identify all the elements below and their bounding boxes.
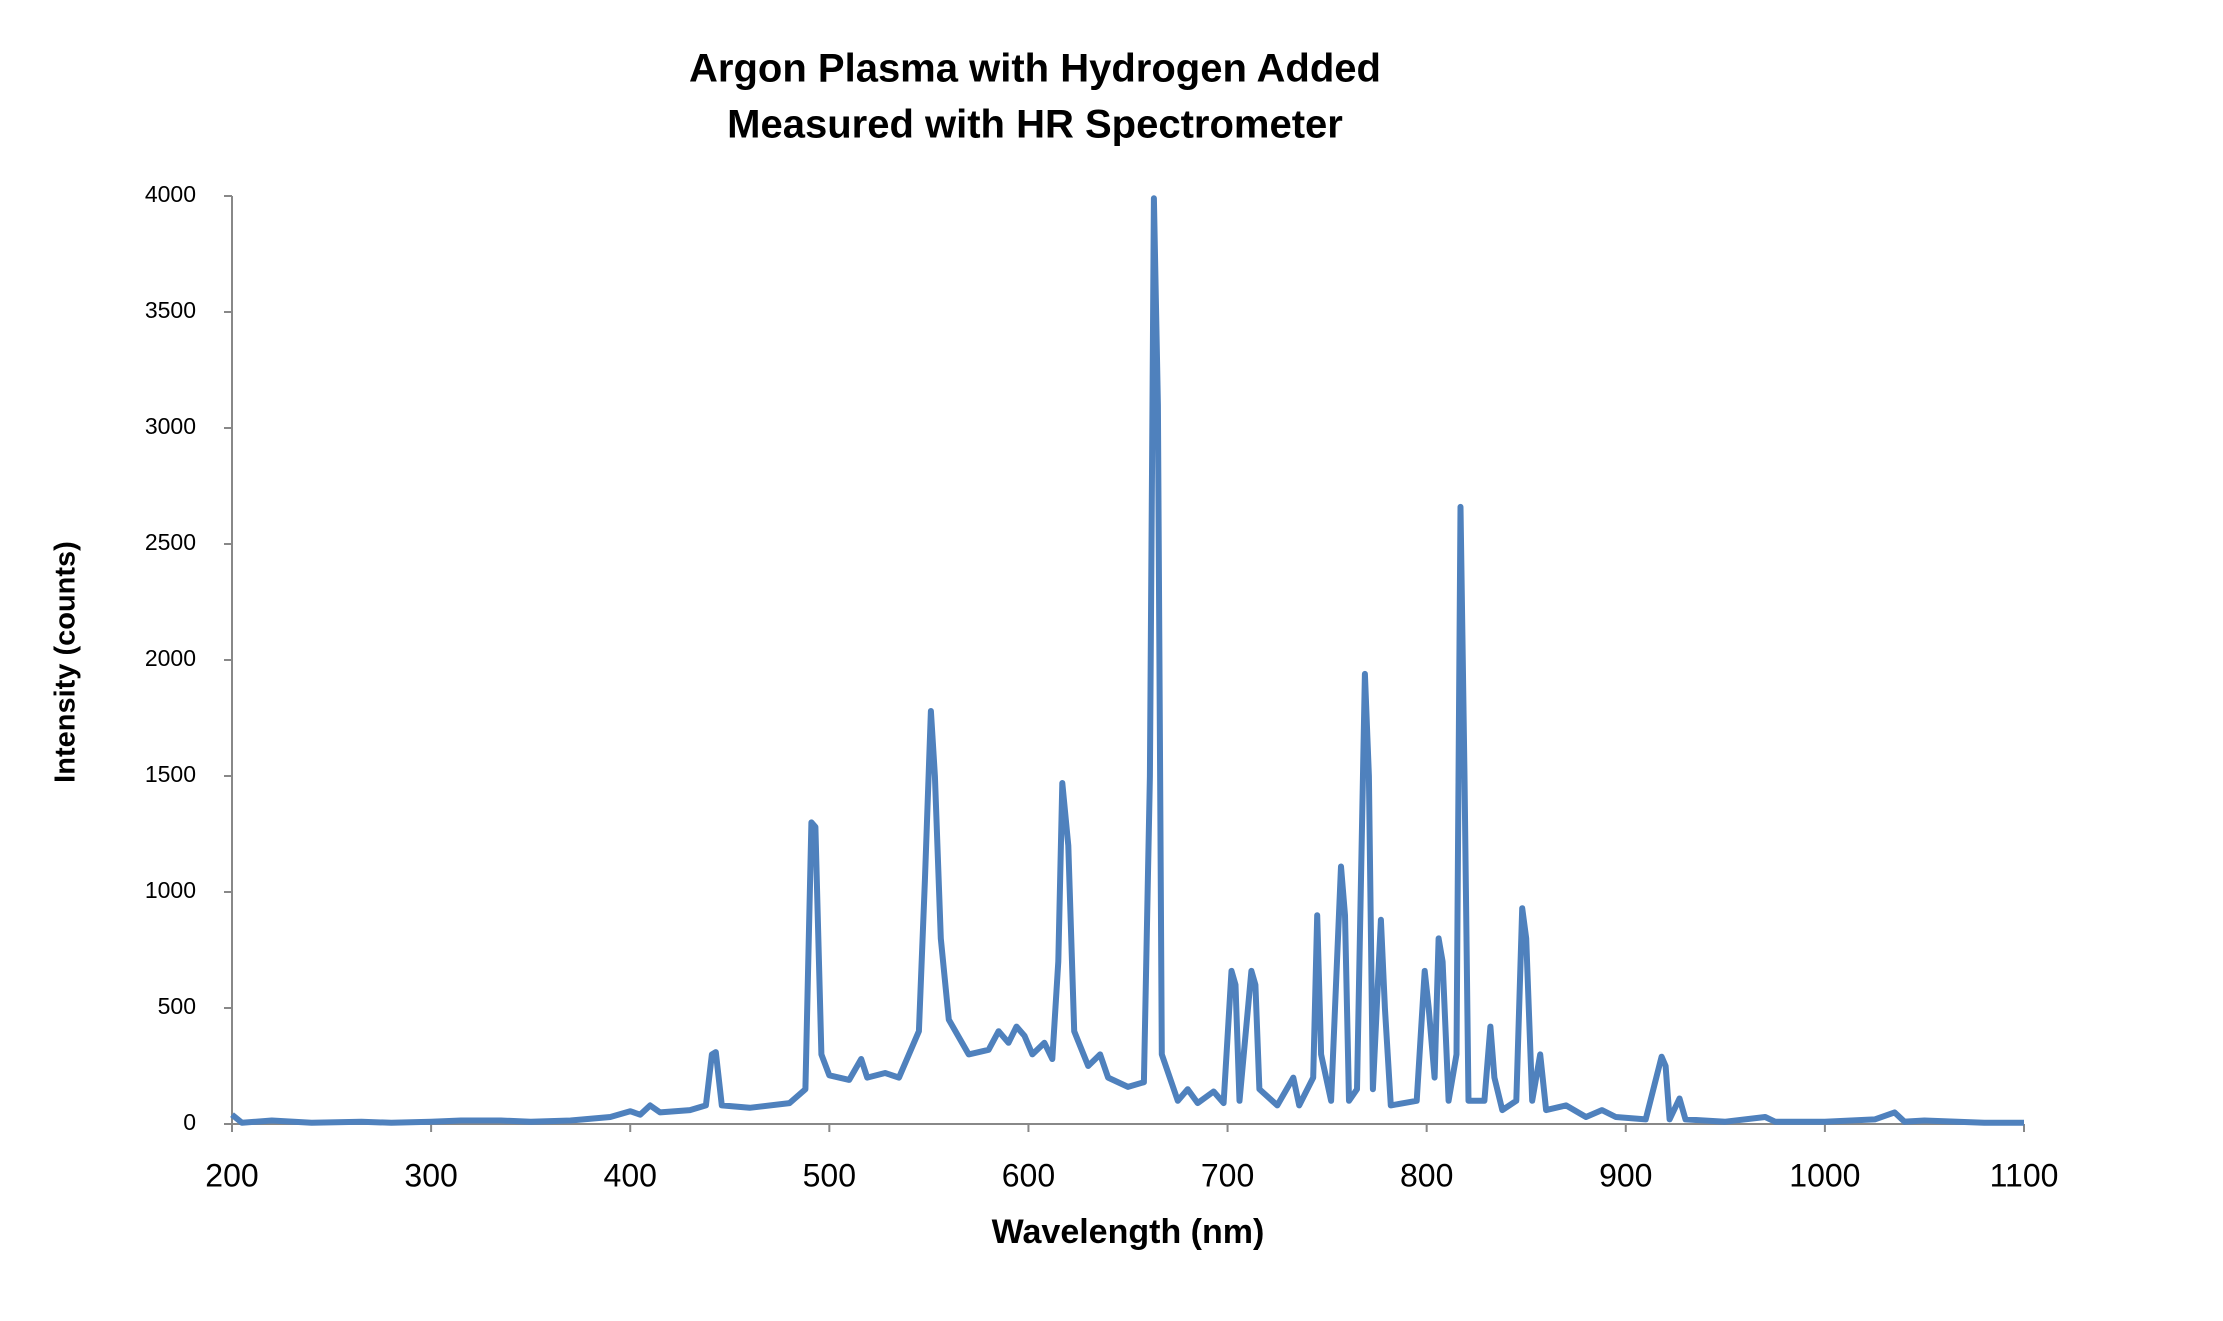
x-tick-label: 500 [803, 1157, 856, 1193]
chart-title: Argon Plasma with Hydrogen Added [689, 47, 1381, 91]
x-tick-label: 1000 [1789, 1157, 1860, 1193]
y-tick-label: 3500 [145, 297, 196, 323]
x-axis-label: Wavelength (nm) [992, 1213, 1265, 1251]
chart-title: Measured with HR Spectrometer [727, 103, 1343, 147]
x-tick-label: 600 [1002, 1157, 1055, 1193]
y-tick-label: 0 [183, 1109, 196, 1135]
y-tick-label: 1500 [145, 761, 196, 787]
y-tick-label: 4000 [145, 181, 196, 207]
y-tick-label: 500 [158, 993, 196, 1019]
y-tick-label: 2500 [145, 529, 196, 555]
x-tick-label: 400 [604, 1157, 657, 1193]
x-tick-label: 200 [205, 1157, 258, 1193]
spectrum-line [230, 195, 2024, 1126]
x-tick-label: 900 [1599, 1157, 1652, 1193]
y-tick-label: 3000 [145, 413, 196, 439]
y-tick-label: 1000 [145, 877, 196, 903]
x-tick-label: 1100 [1990, 1157, 2059, 1193]
x-tick-label: 800 [1400, 1157, 1453, 1193]
x-tick-label: 700 [1201, 1157, 1254, 1193]
y-tick-label: 2000 [145, 645, 196, 671]
y-axis-label: Intensity (counts) [50, 541, 82, 783]
x-tick-label: 300 [404, 1157, 457, 1193]
